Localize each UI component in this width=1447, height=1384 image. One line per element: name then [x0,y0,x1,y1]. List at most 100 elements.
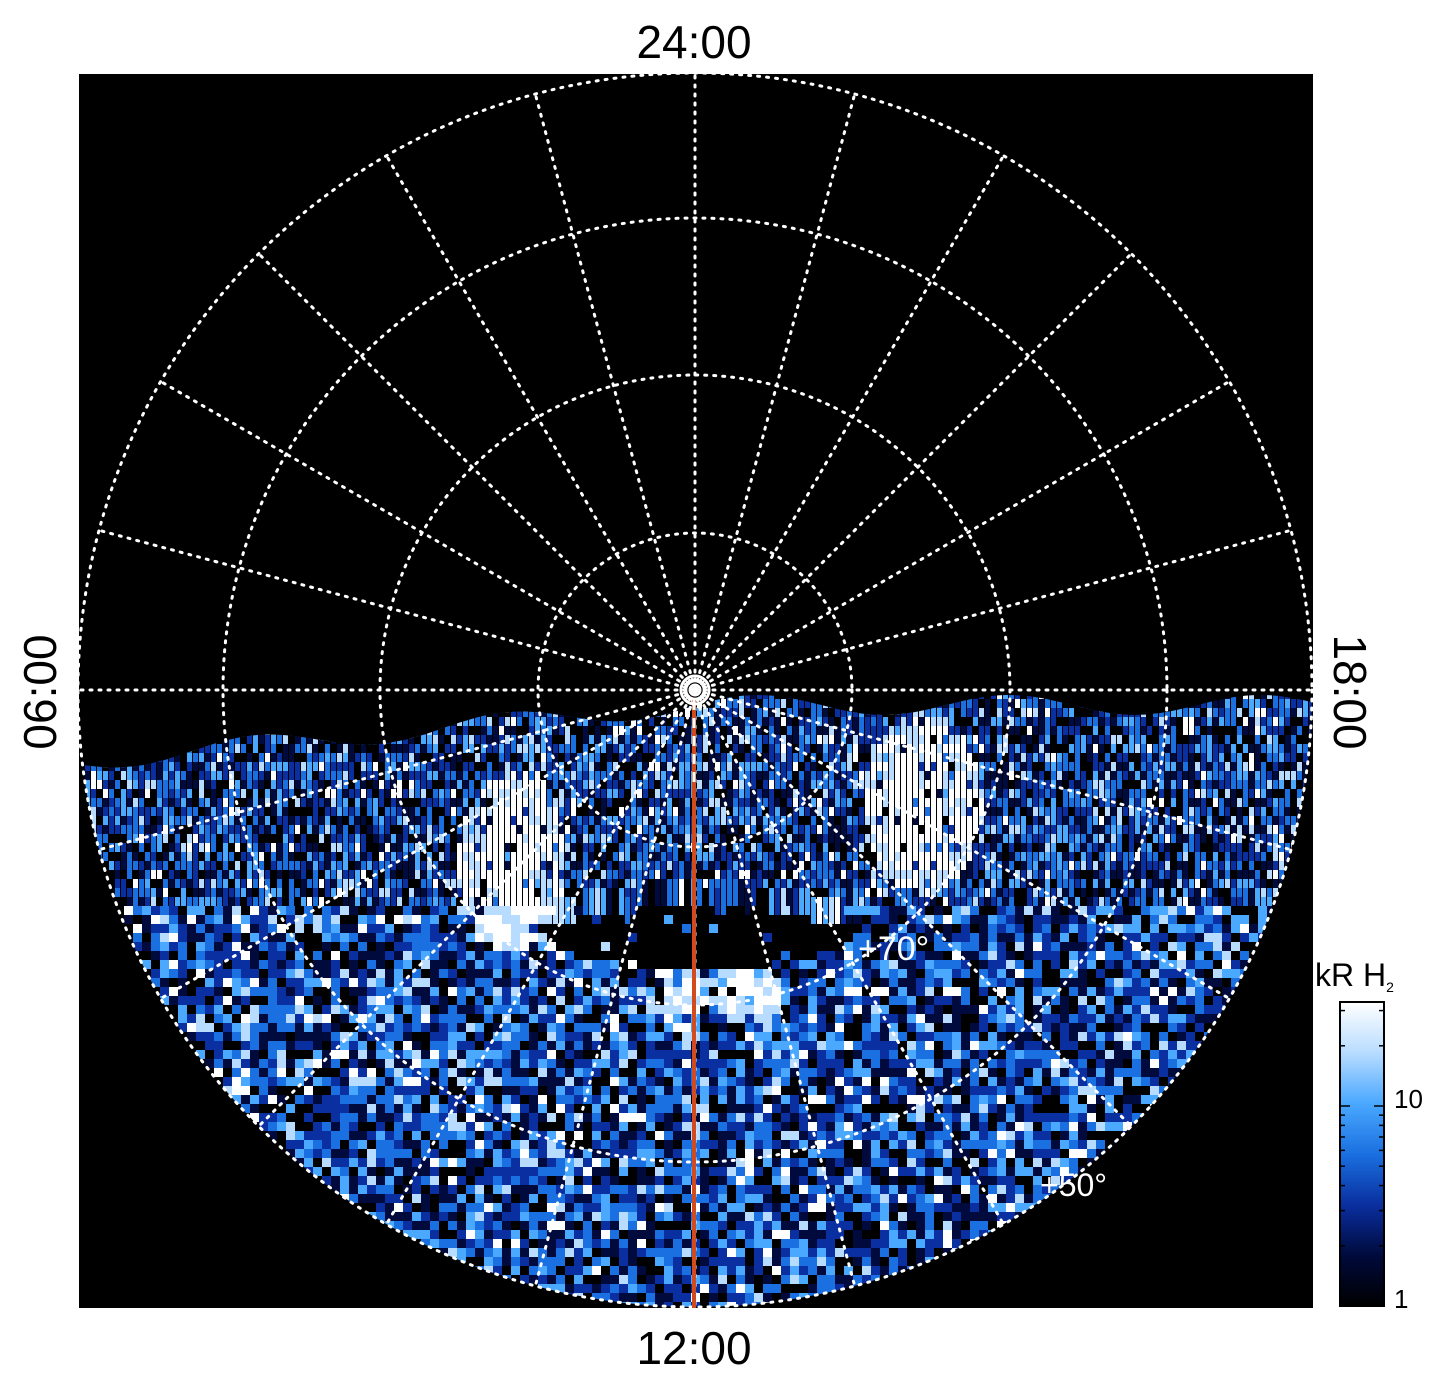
emission-pixel [205,924,214,933]
emission-pixel [1150,906,1159,915]
emission-pixel [511,906,520,915]
emission-pixel [970,915,979,924]
emission-pixel [715,888,720,915]
emission-pixel [205,906,214,915]
emission-pixel [781,906,790,915]
emission-pixel [169,924,178,933]
emission-pixel [187,906,196,915]
emission-pixel [685,879,690,906]
emission-pixel [259,924,268,933]
emission-pixel [142,915,151,924]
emission-pixel [412,906,421,915]
emission-pixel [1213,915,1222,924]
emission-pixel [775,888,780,915]
emission-pixel [187,915,196,924]
emission-pixel [703,888,708,915]
emission-pixel [403,915,412,924]
emission-pixel [286,906,295,915]
emission-pixel [805,888,810,915]
emission-pixel [205,915,214,924]
emission-pixel [502,915,511,924]
emission-pixel [259,915,268,924]
emission-pixel [1213,906,1222,915]
emission-pixel [1231,915,1240,924]
emission-pixel [1051,906,1060,915]
emission-pixel [1096,906,1105,915]
emission-pixel [997,906,1006,915]
emission-pixel [1258,915,1267,924]
emission-pixel [322,906,331,915]
emission-pixel [349,906,358,915]
emission-pixel [661,879,666,906]
emission-pixel [268,906,277,915]
emission-pixel [943,906,952,915]
emission-pixel [367,915,376,924]
emission-pixel [160,915,169,924]
emission-pixel [697,879,702,906]
emission-pixel [799,888,804,915]
emission-pixel [403,906,412,915]
emission-pixel [1033,915,1042,924]
emission-pixel [160,906,169,915]
emission-pixel [484,906,493,915]
emission-pixel [709,879,714,906]
emission-pixel [979,915,988,924]
emission-pixel [679,879,684,906]
emission-pixel [178,906,187,915]
emission-pixel [763,888,768,915]
emission-pixel [1168,906,1177,915]
emission-pixel [1249,906,1258,915]
emission-pixel [619,888,624,915]
emission-pixel [589,888,594,915]
emission-pixel [394,906,403,915]
emission-pixel [1060,915,1069,924]
emission-pixel [349,915,358,924]
emission-pixel [151,924,160,933]
emission-pixel [880,906,889,915]
emission-pixel [178,924,187,933]
emission-pixel [655,879,660,906]
emission-pixel [241,915,250,924]
emission-pixel [133,906,142,915]
emission-pixel [1177,915,1186,924]
emission-pixel [1042,915,1051,924]
emission-pixel [124,915,133,924]
emission-pixel [430,906,439,915]
emission-pixel [1204,906,1213,915]
emission-pixel [871,915,880,924]
emission-pixel [934,915,943,924]
emission-pixel [367,906,376,915]
emission-pixel [952,906,961,915]
emission-pixel [979,906,988,915]
emission-pixel [943,915,952,924]
emission-pixel [250,906,259,915]
emission-pixel [961,906,970,915]
emission-pixel [466,915,475,924]
emission-pixel [880,915,889,924]
emission-pixel [259,906,268,915]
emission-pixel [187,924,196,933]
emission-pixel [988,915,997,924]
emission-pixel [529,906,538,915]
emission-pixel [592,915,601,924]
emission-pixel [1006,915,1015,924]
emission-pixel [733,879,738,906]
emission-pixel [133,915,142,924]
emission-pixel [286,915,295,924]
emission-pixel [1015,915,1024,924]
emission-pixel [241,924,250,933]
emission-pixel [196,924,205,933]
emission-pixel [673,879,678,906]
emission-pixel [295,906,304,915]
emission-pixel [214,906,223,915]
emission-pixel [1114,915,1123,924]
emission-pixel [538,906,547,915]
emission-pixel [835,897,840,924]
emission-pixel [1051,915,1060,924]
emission-pixel [1087,906,1096,915]
emission-pixel [511,915,520,924]
emission-pixel [214,915,223,924]
emission-pixel [223,924,232,933]
emission-pixel [601,888,606,915]
